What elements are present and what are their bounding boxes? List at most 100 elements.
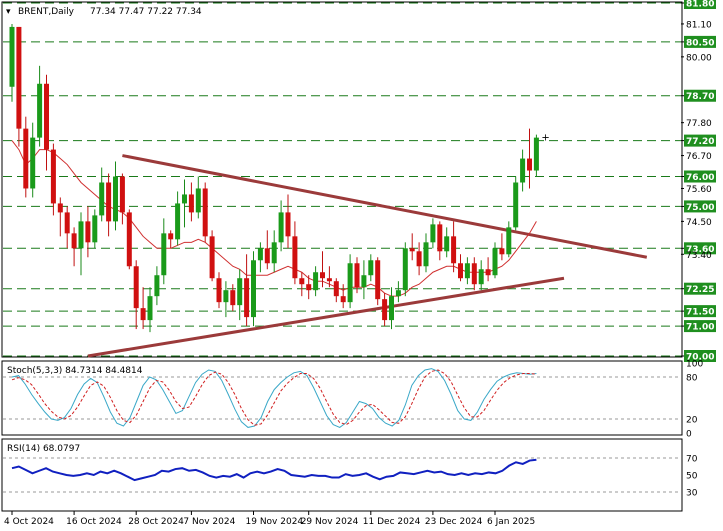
candle[interactable] [209, 230, 215, 282]
candle-body [354, 263, 360, 288]
candle[interactable] [416, 242, 422, 276]
candle-body [64, 212, 70, 234]
candle[interactable] [71, 227, 77, 267]
candle[interactable] [485, 257, 491, 282]
price-panel[interactable] [1, 1, 683, 358]
candle[interactable] [389, 287, 394, 330]
candle-body [195, 188, 201, 213]
candle[interactable] [188, 182, 194, 222]
candle[interactable] [464, 257, 470, 285]
candle[interactable] [251, 251, 256, 327]
price-panel-triangle-icon: ▾ [6, 7, 11, 17]
candle[interactable] [195, 176, 201, 219]
candle-body [44, 83, 49, 150]
candle[interactable] [244, 254, 250, 327]
candle[interactable] [320, 251, 325, 288]
candle[interactable] [451, 221, 457, 273]
candle[interactable] [368, 254, 374, 282]
candle-body [527, 158, 532, 171]
candle[interactable] [175, 191, 181, 246]
candle[interactable] [140, 287, 146, 330]
candle[interactable] [292, 221, 298, 285]
candle[interactable] [223, 281, 229, 318]
candle[interactable] [50, 143, 56, 216]
candle[interactable] [30, 122, 36, 198]
candle[interactable] [458, 254, 463, 282]
candle[interactable] [168, 230, 174, 249]
candle[interactable] [306, 275, 312, 300]
candle-body [533, 137, 539, 171]
candle[interactable] [113, 161, 118, 231]
candle[interactable] [106, 173, 112, 237]
candle[interactable] [402, 242, 408, 297]
candle[interactable] [9, 23, 15, 102]
candle[interactable] [119, 173, 125, 225]
candle[interactable] [78, 212, 84, 276]
candle[interactable] [375, 257, 381, 306]
candle[interactable] [37, 65, 43, 147]
candle[interactable] [126, 209, 132, 270]
candle[interactable] [437, 221, 443, 261]
candle[interactable] [471, 257, 477, 291]
candle[interactable] [520, 149, 526, 192]
candle[interactable] [492, 242, 498, 279]
candle[interactable] [313, 266, 319, 297]
candle[interactable] [423, 233, 429, 273]
candle[interactable] [533, 134, 539, 177]
candle-body [478, 269, 484, 285]
candle[interactable] [299, 272, 305, 297]
candle-body [430, 224, 436, 243]
candle[interactable] [16, 26, 22, 147]
candle[interactable] [85, 206, 91, 258]
candle[interactable] [326, 266, 332, 288]
candle[interactable] [347, 254, 353, 309]
candle[interactable] [409, 233, 415, 261]
candle[interactable] [513, 176, 519, 231]
candle[interactable] [202, 182, 208, 243]
candle[interactable] [64, 206, 70, 249]
candle[interactable] [99, 167, 105, 222]
candle[interactable] [257, 242, 263, 273]
candle[interactable] [23, 116, 29, 198]
trendline[interactable] [122, 154, 648, 259]
candle-body [506, 227, 512, 255]
candle[interactable] [499, 233, 505, 261]
candle[interactable] [216, 272, 222, 309]
candle-body [409, 248, 415, 252]
candle[interactable] [182, 179, 187, 228]
candle[interactable] [57, 197, 63, 237]
price-axis-label: 81.10 [686, 20, 712, 30]
candle-body [30, 137, 36, 189]
candle[interactable] [395, 281, 401, 303]
candle[interactable] [430, 218, 436, 249]
candle[interactable] [161, 218, 167, 285]
candle[interactable] [333, 278, 339, 303]
candle[interactable] [147, 287, 153, 333]
candle[interactable] [92, 209, 98, 249]
candle[interactable] [230, 284, 236, 312]
candle[interactable] [133, 260, 139, 330]
candle[interactable] [478, 260, 484, 291]
trendline[interactable] [87, 276, 565, 358]
candle[interactable] [382, 293, 388, 327]
candle[interactable] [285, 194, 291, 249]
candle[interactable] [444, 227, 450, 258]
price-tag-label: 81.80 [686, 0, 714, 10]
candle[interactable] [361, 260, 367, 300]
candle[interactable] [271, 230, 277, 273]
candle[interactable] [154, 266, 160, 306]
stoch-panel[interactable] [1, 360, 683, 436]
price-panel-title: BRENT,Daily [18, 7, 75, 17]
candle[interactable] [354, 257, 360, 294]
candle[interactable] [278, 200, 284, 252]
candle[interactable] [506, 221, 512, 258]
candle[interactable] [237, 269, 243, 321]
candle[interactable] [527, 128, 532, 189]
candle[interactable] [44, 74, 49, 171]
candle[interactable] [340, 284, 346, 309]
candle[interactable] [264, 230, 270, 270]
candle-body [464, 263, 470, 279]
candle-body [264, 248, 270, 264]
